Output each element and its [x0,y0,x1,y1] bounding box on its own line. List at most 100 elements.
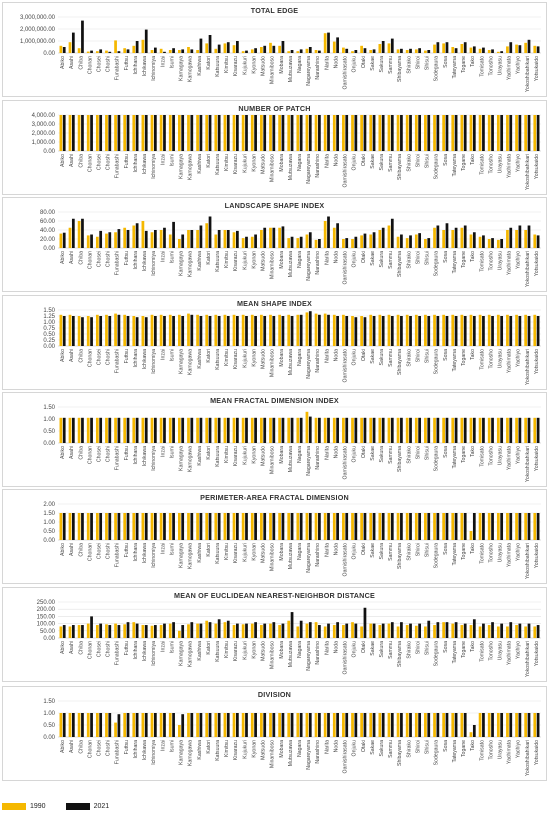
bar-1990 [506,417,509,443]
bar-2021 [172,221,175,248]
bar-2021 [245,417,248,443]
x-tick-label: Kisarazu [233,251,239,271]
bar-1990 [433,513,436,540]
x-tick-label: Sammu [388,740,394,758]
bar-2021 [62,625,66,638]
bar-1990 [515,513,518,540]
bar-1990 [342,713,345,737]
x-tick-label: Kamogawa [188,154,194,180]
bar-2021 [527,713,531,737]
bar-1990 [168,623,172,638]
x-tick-label: Abiko [60,543,66,556]
x-tick-label: Shiroi [415,446,421,459]
bar-1990 [159,417,163,443]
x-tick-label: Nagareyama [306,56,312,86]
bar-2021 [482,235,485,248]
bar-1990 [323,115,327,151]
bar-2021 [363,713,367,737]
bar-2021 [236,417,239,443]
bar-1990 [278,513,281,540]
bar-2021 [400,713,403,737]
bar-2021 [172,115,175,151]
bar-1990 [77,713,81,737]
bar-1990 [360,417,363,443]
bar-1990 [287,417,291,443]
bar-1990 [241,624,245,638]
bar-2021 [172,48,175,53]
bar-1990 [214,513,218,540]
bar-1990 [433,44,436,53]
bar-2021 [436,42,440,53]
bar-1990 [150,625,154,638]
bar-2021 [418,233,422,248]
x-tick-label: Matsudo [261,641,267,661]
x-tick-label: Sodegaura [434,740,440,765]
x-tick-label: Chosei [97,740,103,756]
bar-1990 [223,43,227,53]
chart-svg: 0.00 1,000.00 2,000.00 3,000.00 4,000.00 Abik… [32,113,541,190]
bar-1990 [223,417,227,443]
x-tick-label: Sakae [370,154,376,169]
x-tick-label: Funabashi [115,446,121,470]
bar-1990 [496,314,500,346]
bar-2021 [400,513,403,540]
bar-2021 [281,115,285,151]
x-tick-label: Mobara [279,251,285,269]
bar-1990 [323,626,327,638]
bar-2021 [62,232,66,248]
x-tick-label: Kamogawa [188,740,194,766]
x-tick-label: Chiba [78,446,84,460]
legend-label-2021: 2021 [93,802,110,810]
bar-1990 [533,417,537,443]
bar-2021 [372,49,376,53]
bar-1990 [168,513,172,540]
x-tick-label: Yachimata [507,251,513,275]
x-tick-label: Shibayama [397,740,403,766]
bar-2021 [144,29,148,53]
x-tick-label: Tako [470,56,476,67]
x-tick-label: Yokoshibahikari [525,543,531,579]
x-tick-label: Ichikawa [142,56,148,76]
bar-1990 [95,513,99,540]
bar-2021 [318,513,321,540]
bar-1990 [387,43,391,53]
bar-1990 [59,713,63,737]
x-tick-label: Ichinomiya [151,641,157,666]
bar-2021 [199,713,203,737]
x-tick-label: Sakura [379,251,385,268]
bar-1990 [460,314,464,346]
bar-1990 [469,234,473,248]
bar-2021 [245,713,248,737]
y-tick-label: 4,000.00 [32,113,56,119]
bar-1990 [77,316,81,346]
bar-2021 [536,46,540,53]
x-tick-label: Isumi [169,349,175,361]
bar-1990 [305,234,309,248]
x-tick-label: Tako [470,543,476,554]
x-tick-label: Noda [333,641,339,654]
x-tick-label: Narita [324,446,330,460]
bar-2021 [254,234,257,248]
x-tick-label: Tomisato [479,349,485,370]
bar-2021 [144,230,148,248]
bar-2021 [445,713,449,737]
bar-2021 [245,236,248,248]
bar-2021 [345,238,349,248]
bar-1990 [250,49,254,53]
bar-1990 [59,314,63,346]
x-tick-label: Sosa [443,740,449,752]
bar-1990 [305,623,309,638]
y-tick-label: 150.00 [37,614,56,620]
bar-2021 [263,417,267,443]
bar-1990 [214,48,218,53]
x-tick-label: Mobara [279,740,285,758]
bar-2021 [208,115,212,151]
bar-2021 [500,316,504,346]
x-tick-label: Yokoshibahikari [525,349,531,385]
x-tick-label: Matsudo [261,251,267,271]
x-tick-label: Shibayama [397,56,403,82]
bar-2021 [427,417,431,443]
bar-1990 [405,417,409,443]
bar-2021 [208,216,212,248]
x-tick-label: Chiba [78,740,84,754]
